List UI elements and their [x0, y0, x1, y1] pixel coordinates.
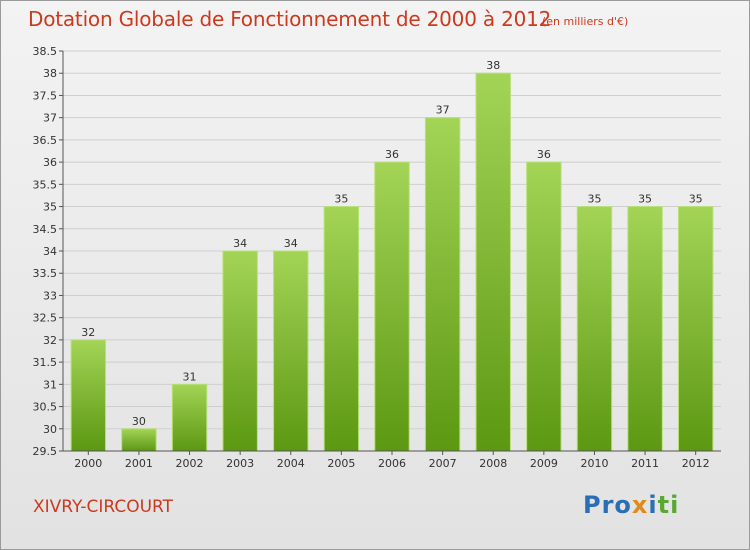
data-label: 34 [284, 237, 298, 250]
x-tick-label: 2009 [530, 457, 558, 470]
y-tick-label: 32.5 [33, 312, 58, 325]
y-tick-label: 34 [43, 245, 57, 258]
bar [323, 206, 360, 452]
data-label: 35 [638, 193, 652, 206]
y-tick-label: 35.5 [33, 178, 58, 191]
x-tick-label: 2008 [479, 457, 507, 470]
chart-title: Dotation Globale de Fonctionnement de 20… [28, 7, 552, 31]
y-tick-label: 33.5 [33, 267, 58, 280]
y-tick-label: 35 [43, 201, 57, 214]
x-tick-label: 2007 [429, 457, 457, 470]
data-label: 35 [587, 193, 601, 206]
x-tick-label: 2012 [682, 457, 710, 470]
x-tick-label: 2006 [378, 457, 406, 470]
y-tick-label: 29.5 [33, 445, 58, 458]
y-tick-label: 38 [43, 67, 57, 80]
y-tick-label: 37.5 [33, 89, 58, 102]
data-label: 31 [183, 370, 197, 383]
data-label: 34 [233, 237, 247, 250]
data-label: 37 [436, 104, 450, 117]
y-tick-label: 36 [43, 156, 57, 169]
data-label: 32 [81, 326, 95, 339]
x-tick-label: 2001 [125, 457, 153, 470]
y-tick-label: 34.5 [33, 223, 58, 236]
data-label: 35 [334, 193, 348, 206]
x-tick-label: 2004 [277, 457, 305, 470]
y-tick-label: 32 [43, 334, 57, 347]
x-tick-label: 2005 [327, 457, 355, 470]
y-tick-label: 30.5 [33, 401, 58, 414]
commune-name: XIVRY-CIRCOURT [33, 497, 174, 517]
bar [70, 339, 107, 452]
x-tick-label: 2010 [580, 457, 608, 470]
x-tick-label: 2011 [631, 457, 659, 470]
bar [576, 206, 613, 452]
data-label: 38 [486, 59, 500, 72]
bar [475, 72, 511, 452]
bar [627, 206, 663, 452]
bar [273, 250, 309, 452]
x-tick-label: 2002 [176, 457, 204, 470]
data-label: 36 [385, 148, 399, 161]
data-label: 30 [132, 415, 146, 428]
y-tick-label: 36.5 [33, 134, 58, 147]
x-tick-label: 2003 [226, 457, 254, 470]
y-tick-label: 33 [43, 289, 57, 302]
proxiti-logo[interactable]: Proxiti [583, 491, 680, 519]
bar [222, 250, 258, 452]
bar [526, 161, 562, 452]
bar [121, 428, 157, 452]
y-tick-label: 37 [43, 112, 57, 125]
y-tick-label: 31 [43, 378, 57, 391]
y-tick-label: 30 [43, 423, 57, 436]
bar [171, 383, 208, 452]
y-tick-label: 38.5 [33, 45, 58, 58]
bar [374, 161, 410, 452]
axes: 29.5 30 30.5 31 31.5 32 32.5 33 33.5 34 34.5 35 35.5… [33, 45, 721, 470]
chart-subtitle: (en milliers d'€) [542, 15, 629, 28]
y-tick-label: 31.5 [33, 356, 58, 369]
bar [677, 206, 714, 452]
x-tick-label: 2000 [74, 457, 102, 470]
bar [424, 117, 461, 452]
data-label: 36 [537, 148, 551, 161]
data-label: 35 [689, 193, 703, 206]
